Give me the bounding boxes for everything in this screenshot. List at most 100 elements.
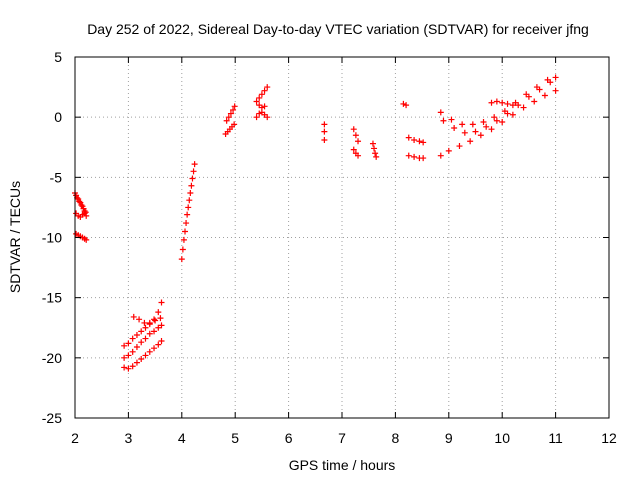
- data-point: [406, 153, 412, 159]
- data-point: [189, 176, 195, 182]
- data-point: [489, 126, 495, 132]
- data-point: [553, 74, 559, 80]
- y-tick-label: 5: [54, 49, 62, 65]
- data-point: [459, 121, 465, 127]
- series-arc-5a: [254, 84, 271, 104]
- series-arc-10a: [438, 88, 559, 159]
- data-point: [473, 129, 479, 135]
- data-point: [321, 129, 327, 135]
- data-point: [372, 150, 378, 156]
- y-tick-label: -10: [42, 230, 62, 246]
- data-point: [121, 364, 127, 370]
- data-point: [179, 256, 185, 262]
- data-point: [411, 154, 417, 160]
- series-arc-9a: [400, 101, 409, 108]
- data-point: [186, 197, 192, 203]
- data-point: [489, 100, 495, 106]
- data-point: [147, 349, 153, 355]
- series-arc-3: [179, 161, 198, 262]
- x-tick-label: 10: [494, 430, 510, 446]
- data-point: [406, 135, 412, 141]
- data-point: [157, 315, 163, 321]
- data-point: [470, 121, 476, 127]
- data-point: [138, 339, 144, 345]
- data-point: [462, 130, 468, 136]
- series-arc-10d: [489, 99, 516, 109]
- y-tick-label: -15: [42, 290, 62, 306]
- series-arc-9c: [406, 153, 426, 161]
- series-arc-7b: [351, 147, 361, 159]
- x-tick-label: 6: [285, 430, 293, 446]
- sdtvar-chart: Day 252 of 2022, Sidereal Day-to-day VTE…: [0, 0, 640, 480]
- series-arc-10b: [440, 74, 558, 135]
- data-point: [411, 137, 417, 143]
- x-tick-label: 5: [231, 430, 239, 446]
- x-tick-label: 3: [125, 430, 133, 446]
- data-point: [321, 121, 327, 127]
- x-tick-label: 11: [548, 430, 563, 446]
- data-point: [467, 138, 473, 144]
- data-point: [136, 316, 142, 322]
- data-point: [192, 161, 198, 167]
- data-point: [440, 118, 446, 124]
- data-point: [420, 155, 426, 161]
- data-point: [138, 356, 144, 362]
- grid-lines: [75, 57, 609, 418]
- data-point: [188, 183, 194, 189]
- data-point: [142, 336, 148, 342]
- data-point: [321, 137, 327, 143]
- data-point: [373, 154, 379, 160]
- data-point: [138, 328, 144, 334]
- data-point: [155, 342, 161, 348]
- data-point: [130, 336, 136, 342]
- y-axis-label: SDTVAR / TECUs: [7, 181, 23, 293]
- series-arc-8: [370, 141, 379, 160]
- data-point: [510, 112, 516, 118]
- series-arc-9b: [406, 135, 426, 146]
- data-point: [351, 126, 357, 132]
- data-point: [152, 318, 158, 324]
- data-point: [182, 228, 188, 234]
- data-point: [180, 247, 186, 253]
- series-arc-7a: [351, 126, 361, 144]
- data-point: [478, 132, 484, 138]
- x-tick-label: 4: [178, 430, 186, 446]
- data-point: [191, 168, 197, 174]
- data-point: [494, 99, 500, 105]
- y-tick-label: -20: [42, 350, 62, 366]
- data-point: [448, 117, 454, 123]
- x-tick-label: 7: [338, 430, 346, 446]
- data-point: [505, 101, 511, 107]
- data-point: [142, 325, 148, 331]
- series-arc-2c: [121, 299, 164, 348]
- data-point: [134, 360, 140, 366]
- data-point: [187, 190, 193, 196]
- data-points: [72, 74, 559, 371]
- data-point: [499, 119, 505, 125]
- series-arc-6: [321, 121, 327, 143]
- data-point: [151, 316, 157, 322]
- data-point: [185, 204, 191, 210]
- data-point: [141, 320, 147, 326]
- data-point: [130, 349, 136, 355]
- data-point: [184, 212, 190, 218]
- y-tick-label: -25: [42, 410, 62, 426]
- data-point: [151, 345, 157, 351]
- y-tick-label: 0: [54, 109, 62, 125]
- data-point: [370, 141, 376, 147]
- data-point: [159, 338, 165, 344]
- data-point: [131, 314, 137, 320]
- data-point: [134, 344, 140, 350]
- data-point: [456, 143, 462, 149]
- data-point: [159, 299, 165, 305]
- chart-title: Day 252 of 2022, Sidereal Day-to-day VTE…: [87, 21, 589, 37]
- data-point: [416, 138, 422, 144]
- data-point: [438, 109, 444, 115]
- data-point: [371, 145, 377, 151]
- data-point: [521, 105, 527, 111]
- data-point: [355, 138, 361, 144]
- data-point: [134, 332, 140, 338]
- x-axis-label: GPS time / hours: [289, 457, 396, 473]
- data-point: [542, 93, 548, 99]
- data-point: [446, 148, 452, 154]
